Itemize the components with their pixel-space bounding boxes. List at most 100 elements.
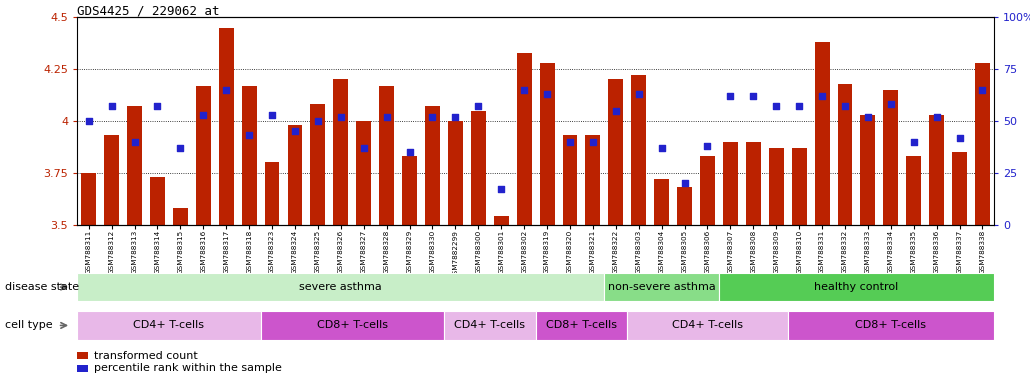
Bar	[860, 115, 876, 225]
Text: healthy control: healthy control	[815, 282, 898, 292]
Bar	[81, 173, 96, 225]
Point	[836, 103, 853, 109]
Bar	[719, 273, 994, 301]
Text: CD8+ T-cells: CD8+ T-cells	[317, 320, 387, 331]
Point	[699, 143, 716, 149]
Point	[677, 180, 693, 186]
Bar	[77, 311, 261, 340]
Bar	[379, 86, 394, 225]
Point	[561, 139, 578, 145]
Point	[127, 139, 143, 145]
Bar	[150, 177, 165, 225]
Bar	[444, 311, 536, 340]
Bar	[196, 86, 211, 225]
Bar	[104, 136, 119, 225]
Point	[470, 103, 486, 109]
Bar	[585, 136, 600, 225]
Bar	[627, 311, 788, 340]
Bar	[493, 216, 509, 225]
Point	[424, 114, 441, 120]
Point	[447, 114, 464, 120]
Text: cell type: cell type	[5, 320, 53, 331]
Bar	[605, 273, 719, 301]
Point	[103, 103, 119, 109]
Point	[883, 101, 899, 108]
Bar	[218, 28, 234, 225]
Point	[653, 145, 670, 151]
Bar	[975, 63, 990, 225]
Point	[745, 93, 761, 99]
Text: GDS4425 / 229062_at: GDS4425 / 229062_at	[77, 4, 219, 17]
Bar	[77, 273, 605, 301]
Point	[905, 139, 922, 145]
Bar	[906, 156, 921, 225]
Point	[928, 114, 945, 120]
Text: percentile rank within the sample: percentile rank within the sample	[94, 363, 281, 373]
Point	[310, 118, 327, 124]
Point	[516, 87, 533, 93]
Bar	[654, 179, 670, 225]
Point	[149, 103, 166, 109]
Bar	[677, 187, 692, 225]
Bar	[127, 106, 142, 225]
Point	[493, 186, 510, 192]
Text: CD8+ T-cells: CD8+ T-cells	[546, 320, 617, 331]
Text: severe asthma: severe asthma	[300, 282, 382, 292]
Bar	[287, 125, 303, 225]
Bar	[242, 86, 256, 225]
Bar	[334, 79, 348, 225]
Point	[264, 112, 280, 118]
Point	[539, 91, 555, 97]
Bar	[562, 136, 578, 225]
Point	[241, 132, 258, 139]
Text: non-severe asthma: non-severe asthma	[608, 282, 716, 292]
Point	[218, 87, 235, 93]
Bar	[929, 115, 945, 225]
Point	[768, 103, 785, 109]
Text: CD4+ T-cells: CD4+ T-cells	[672, 320, 743, 331]
Point	[172, 145, 188, 151]
Point	[378, 114, 394, 120]
Bar	[746, 142, 761, 225]
Bar	[356, 121, 371, 225]
Point	[974, 87, 991, 93]
Point	[80, 118, 97, 124]
Bar	[265, 162, 279, 225]
Point	[814, 93, 830, 99]
Text: CD8+ T-cells: CD8+ T-cells	[855, 320, 926, 331]
Point	[791, 103, 808, 109]
Point	[195, 112, 211, 118]
Point	[630, 91, 647, 97]
Text: CD4+ T-cells: CD4+ T-cells	[454, 320, 525, 331]
Bar	[310, 104, 325, 225]
Point	[355, 145, 372, 151]
Bar	[402, 156, 417, 225]
Point	[333, 114, 349, 120]
Bar	[788, 311, 994, 340]
Point	[585, 139, 602, 145]
Bar	[261, 311, 444, 340]
Point	[608, 108, 624, 114]
Bar	[173, 208, 187, 225]
Bar	[540, 63, 554, 225]
Bar	[536, 311, 627, 340]
Text: CD4+ T-cells: CD4+ T-cells	[134, 320, 204, 331]
Point	[722, 93, 739, 99]
Bar	[792, 148, 806, 225]
Point	[952, 134, 968, 141]
Point	[402, 149, 418, 155]
Text: transformed count: transformed count	[94, 351, 198, 361]
Bar	[425, 106, 440, 225]
Point	[860, 114, 877, 120]
Bar	[815, 42, 829, 225]
Bar	[517, 53, 531, 225]
Bar	[448, 121, 462, 225]
Bar	[723, 142, 737, 225]
Bar	[884, 90, 898, 225]
Bar	[700, 156, 715, 225]
Bar	[952, 152, 967, 225]
Bar	[768, 148, 784, 225]
Text: disease state: disease state	[5, 282, 79, 292]
Bar	[609, 79, 623, 225]
Bar	[631, 75, 646, 225]
